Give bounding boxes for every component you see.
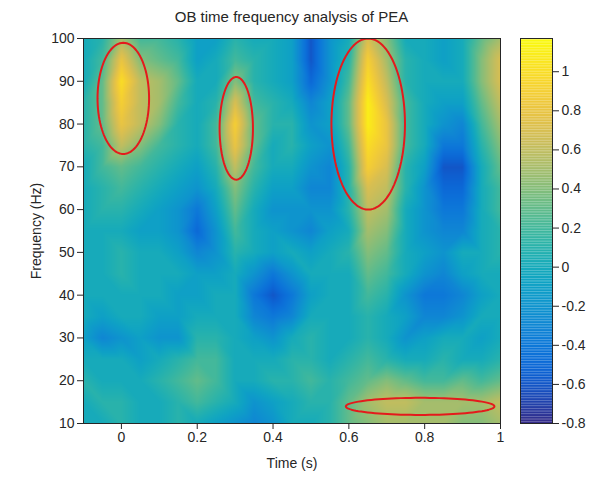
svg-text:40: 40: [59, 287, 75, 303]
svg-text:0.4: 0.4: [263, 429, 283, 445]
svg-text:10: 10: [59, 415, 75, 431]
svg-text:0.2: 0.2: [562, 220, 582, 236]
svg-text:50: 50: [59, 244, 75, 260]
svg-text:0.6: 0.6: [562, 141, 582, 157]
svg-text:1: 1: [497, 429, 505, 445]
svg-text:0.6: 0.6: [339, 429, 359, 445]
svg-text:0: 0: [562, 259, 570, 275]
html-text:OB time frequency analysis of: OB time frequency analysis of PEA: [174, 8, 409, 25]
svg-text:20: 20: [59, 372, 75, 388]
svg-text:-0.2: -0.2: [562, 298, 586, 314]
svg-text:Time (s): Time (s): [267, 455, 318, 471]
svg-text:-0.6: -0.6: [562, 376, 586, 392]
svg-text:70: 70: [59, 158, 75, 174]
svg-text:0.8: 0.8: [562, 102, 582, 118]
svg-text:90: 90: [59, 73, 75, 89]
svg-text:0.4: 0.4: [562, 180, 582, 196]
svg-text:0: 0: [118, 429, 126, 445]
svg-text:30: 30: [59, 329, 75, 345]
svg-text:0.8: 0.8: [415, 429, 435, 445]
svg-text:0.2: 0.2: [187, 429, 207, 445]
svg-text:100: 100: [51, 30, 75, 46]
svg-text:-0.8: -0.8: [562, 415, 586, 431]
svg-text:-0.4: -0.4: [562, 337, 586, 353]
svg-text:1: 1: [562, 63, 570, 79]
svg-text:80: 80: [59, 116, 75, 132]
svg-text:60: 60: [59, 201, 75, 217]
svg-text:Frequency (Hz): Frequency (Hz): [28, 183, 44, 279]
